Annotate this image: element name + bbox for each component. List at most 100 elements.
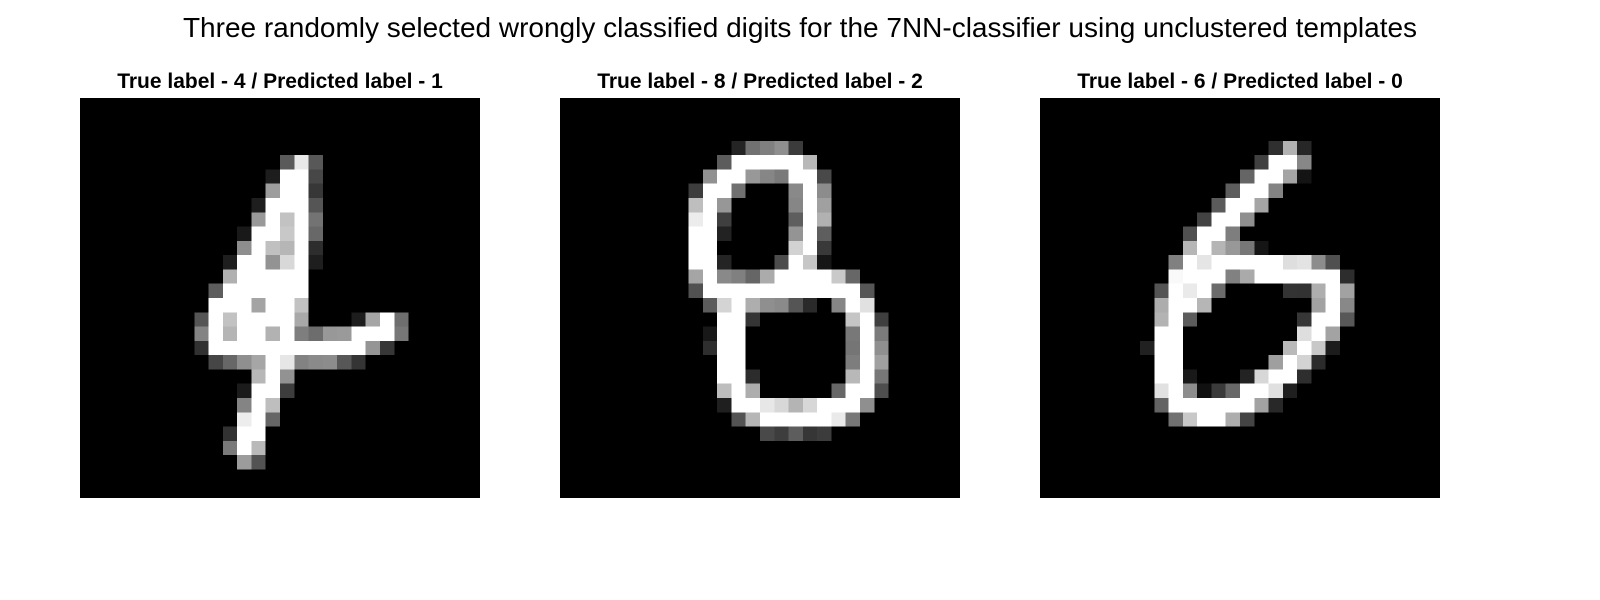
pixel (251, 355, 266, 370)
pixel (1282, 355, 1298, 370)
pixel (802, 169, 818, 184)
pixel (702, 255, 718, 270)
pixel (1168, 398, 1183, 413)
pixel (760, 169, 775, 184)
pixel (702, 340, 718, 356)
pixel (337, 340, 352, 356)
pixel (760, 298, 775, 313)
pixel (831, 298, 846, 313)
pixel (731, 269, 746, 284)
pixel (774, 255, 789, 270)
pixel (702, 226, 718, 241)
pixel (237, 383, 252, 398)
pixel (845, 340, 860, 356)
pixel (731, 298, 746, 313)
pixel (265, 340, 280, 356)
pixel (688, 212, 703, 227)
pixel (802, 212, 818, 227)
pixel (1311, 326, 1326, 341)
pixel (1182, 369, 1198, 384)
pixel (1282, 169, 1298, 184)
pixel (717, 340, 732, 356)
pixel (1311, 298, 1326, 313)
pixel (717, 198, 732, 213)
digit-panel-2: True label - 8 / Predicted label - 2 (560, 66, 960, 498)
pixel (1325, 255, 1340, 270)
pixel (860, 355, 875, 370)
pixel (1211, 398, 1226, 413)
pixel (688, 183, 703, 198)
pixel (251, 240, 266, 256)
pixel (280, 340, 295, 356)
pixel (337, 355, 352, 370)
pixel (874, 312, 889, 327)
pixel (294, 212, 309, 227)
pixel (1297, 312, 1312, 327)
pixel (251, 212, 266, 227)
pixel (194, 326, 209, 341)
pixel (1182, 312, 1198, 327)
pixel (1311, 255, 1326, 270)
pixel (222, 440, 238, 456)
pixel (1240, 212, 1255, 227)
pixel (788, 283, 803, 298)
pixel (251, 412, 266, 427)
pixel (194, 312, 209, 327)
pixel (1154, 340, 1169, 356)
pixel (280, 298, 295, 313)
pixel (745, 398, 760, 413)
pixel (1154, 312, 1169, 327)
pixel (222, 326, 238, 341)
pixel (802, 226, 818, 241)
pixel (1240, 383, 1255, 398)
pixel (294, 255, 309, 270)
pixel (760, 269, 775, 284)
pixel (280, 355, 295, 370)
pixel (731, 169, 746, 184)
pixel (1154, 326, 1169, 341)
pixel (1168, 326, 1183, 341)
pixel (845, 369, 860, 384)
pixel (351, 326, 366, 341)
panel-title-3: True label - 6 / Predicted label - 0 (1077, 70, 1403, 93)
pixel (1211, 240, 1226, 256)
pixel (1340, 283, 1355, 298)
pixel (1240, 412, 1255, 427)
pixel (788, 183, 803, 198)
pixel (702, 326, 718, 341)
pixel (237, 298, 252, 313)
pixel (365, 312, 380, 327)
pixel (1225, 198, 1240, 213)
pixel (265, 198, 280, 213)
pixel (1154, 283, 1169, 298)
pixel (745, 140, 760, 156)
pixel (760, 398, 775, 413)
pixel (788, 140, 803, 156)
pixel (802, 412, 818, 427)
pixel (237, 269, 252, 284)
pixel (1197, 412, 1212, 427)
pixel (265, 383, 280, 398)
pixel (1211, 226, 1226, 241)
pixel (788, 240, 803, 256)
pixel (1297, 140, 1312, 156)
pixel (717, 355, 732, 370)
pixel (1182, 412, 1198, 427)
pixel (760, 140, 775, 156)
pixel (1197, 240, 1212, 256)
pixel (817, 240, 832, 256)
pixel (860, 340, 875, 356)
pixel (251, 398, 266, 413)
pixel (251, 312, 266, 327)
pixel (1254, 369, 1269, 384)
pixel (774, 398, 789, 413)
pixel (1282, 369, 1298, 384)
pixel (1254, 383, 1269, 398)
pixel (251, 198, 266, 213)
pixel (1325, 312, 1340, 327)
pixel (860, 283, 875, 298)
pixel (308, 212, 323, 227)
pixel (760, 283, 775, 298)
pixel (1268, 169, 1283, 184)
pixel (280, 255, 295, 270)
